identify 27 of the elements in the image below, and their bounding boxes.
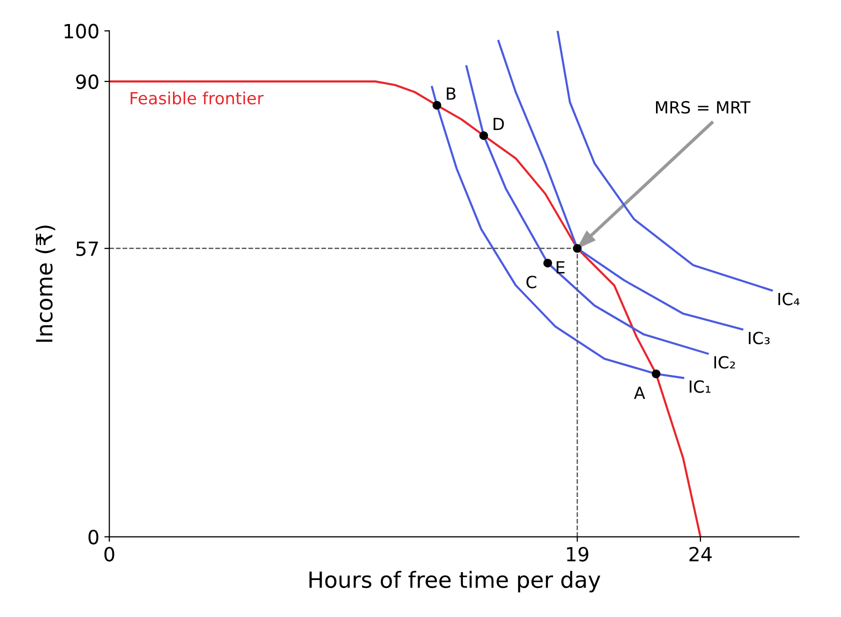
series-label: IC₁	[690, 380, 710, 393]
annotation: MRS = MRT	[656, 101, 750, 114]
x-axis-title: Hours of free time per day	[310, 570, 600, 592]
x-tick-label: 24	[689, 546, 712, 562]
point	[543, 258, 552, 268]
y-tick-label: 90	[76, 74, 98, 90]
series-label: Feasible frontier	[130, 92, 264, 104]
line-series	[465, 65, 709, 355]
series-label: IC₃	[748, 332, 770, 344]
x-tick-label: 0	[104, 546, 114, 562]
y-axis-title: Income (₹)	[35, 226, 56, 342]
annotation: D	[494, 118, 504, 130]
annotation: C	[526, 276, 536, 288]
point	[572, 244, 582, 253]
point	[652, 370, 660, 378]
point	[479, 131, 488, 140]
line-series	[556, 30, 773, 292]
x-tick-label: 19	[567, 546, 588, 562]
y-tick-label: 100	[64, 24, 98, 39]
y-tick-label: 57	[76, 242, 98, 256]
y-tick-label: 0	[88, 530, 98, 544]
annotation: B	[446, 88, 456, 100]
annotation: A	[634, 386, 646, 399]
annotation: E	[556, 261, 565, 274]
series-label: IC₄	[778, 292, 800, 306]
series-label: IC₂	[714, 356, 735, 369]
point	[432, 100, 442, 110]
